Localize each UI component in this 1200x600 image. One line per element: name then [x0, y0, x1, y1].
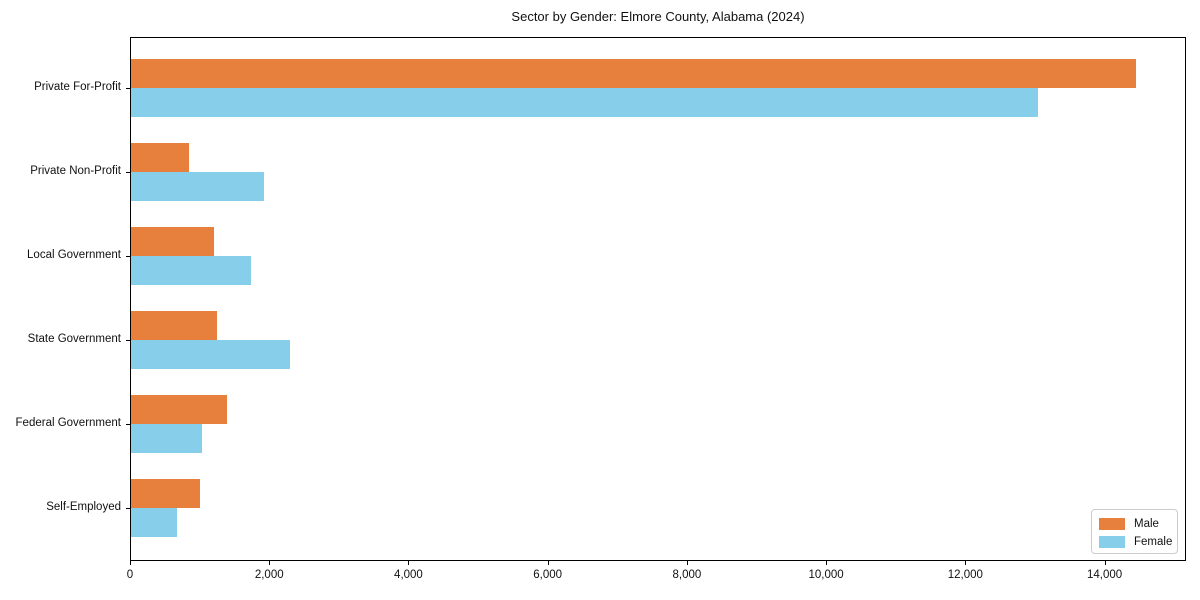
bar-female-0 [131, 88, 1039, 117]
y-tick-mark [126, 340, 130, 341]
bar-female-3 [131, 340, 290, 369]
legend-swatch-female [1099, 536, 1125, 548]
bar-male-4 [131, 395, 228, 424]
legend: Male Female [1091, 509, 1178, 554]
bar-male-0 [131, 59, 1136, 88]
plot-area [130, 37, 1186, 561]
legend-label: Male [1134, 518, 1159, 530]
bar-female-2 [131, 256, 252, 285]
y-tick-label: State Government [27, 333, 121, 345]
x-tick-label: 2,000 [254, 569, 284, 581]
x-tick-mark [408, 561, 410, 565]
legend-entry-female: Female [1099, 534, 1173, 550]
bar-male-1 [131, 143, 189, 172]
x-tick-label: 4,000 [394, 569, 423, 581]
bar-female-1 [131, 172, 265, 201]
bar-male-3 [131, 311, 218, 340]
x-tick-mark [1104, 561, 1106, 565]
x-tick-label: 12,000 [947, 569, 983, 581]
y-tick-label: Local Government [27, 249, 121, 261]
x-tick-label: 6,000 [533, 569, 563, 581]
x-tick-mark [686, 561, 688, 565]
bar-female-5 [131, 508, 177, 537]
y-tick-label: Federal Government [15, 417, 121, 429]
y-tick-label: Private Non-Profit [30, 165, 121, 177]
y-tick-label: Self-Employed [46, 501, 121, 513]
x-tick-mark [826, 561, 828, 565]
x-tick-mark [965, 561, 967, 565]
x-tick-label: 14,000 [1086, 569, 1123, 581]
x-tick-mark [130, 561, 131, 565]
bar-male-2 [131, 227, 215, 256]
y-tick-mark [126, 424, 130, 425]
y-tick-mark [126, 508, 130, 509]
x-tick-label: 0 [126, 569, 134, 581]
legend-label: Female [1134, 536, 1173, 548]
x-tick-label: 10,000 [808, 569, 844, 581]
x-tick-label: 8,000 [672, 569, 702, 581]
legend-swatch-male [1099, 518, 1125, 530]
x-tick-mark [547, 561, 549, 565]
chart-title: Sector by Gender: Elmore County, Alabama… [511, 9, 805, 24]
x-tick-mark [269, 561, 271, 565]
y-tick-mark [126, 256, 130, 257]
y-tick-mark [126, 172, 130, 173]
bar-male-5 [131, 479, 201, 508]
legend-entry-male: Male [1099, 516, 1170, 532]
y-tick-mark [126, 88, 130, 89]
y-tick-label: Private For-Profit [34, 81, 121, 93]
bar-female-4 [131, 424, 203, 453]
